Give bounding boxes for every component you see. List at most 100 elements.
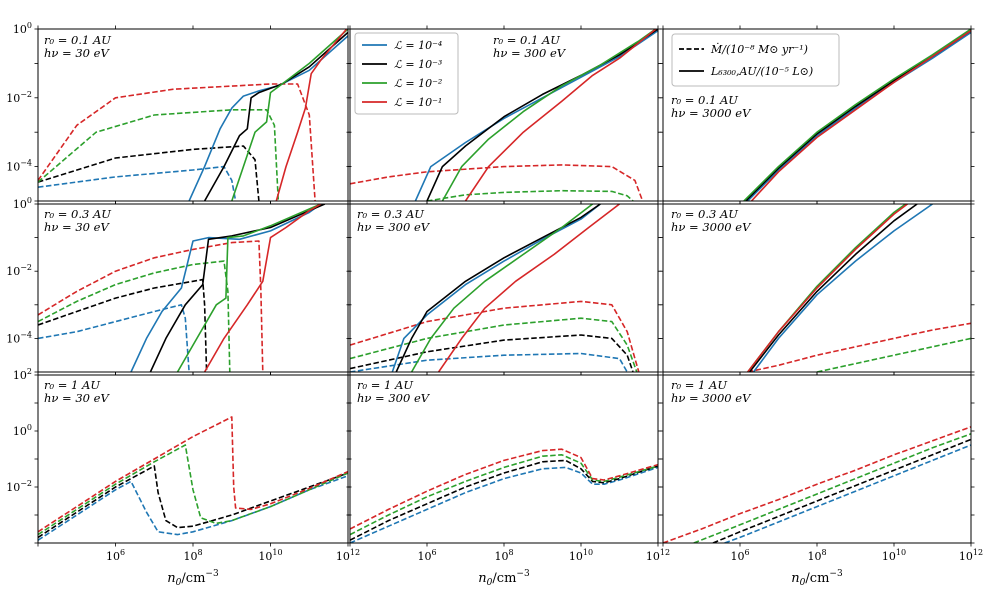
x-axis-title-1: n0/cm−3	[478, 569, 530, 588]
series-line-2-1-2	[350, 454, 658, 536]
x-tick-label-0-10: 1010	[258, 548, 282, 563]
series-line-1-2-5	[747, 204, 908, 372]
series-line-1-1-1	[350, 334, 634, 372]
series-line-2-1-1	[350, 459, 658, 541]
panel-2-0-series	[38, 416, 348, 541]
series-line-1-1-2	[350, 317, 638, 372]
panel-r0-label-1-1: r₀ = 0.3 AU	[357, 207, 424, 221]
legend-styles-box	[671, 33, 840, 87]
legend-styles: Ṁ/(10⁻⁸ M⊙ yr⁻¹) L₆₃₀₀,AU/(10⁻⁵ L⊙)	[671, 33, 840, 87]
series-line-0-0-4	[188, 35, 348, 201]
series-line-0-2-3	[750, 30, 971, 201]
panel-r0-label-2-1: r₀ = 1 AU	[357, 378, 413, 392]
panel-0-0-series	[38, 29, 348, 201]
panel-hnu-label-0-2: hν = 3000 eV	[671, 106, 752, 120]
legend-colors-label-1: ℒ = 10⁻³	[394, 58, 442, 71]
series-line-2-2-0	[724, 444, 971, 543]
series-line-2-0-3	[38, 416, 348, 533]
series-line-2-1-3	[350, 448, 658, 530]
x-tick-label-2-12: 1012	[959, 548, 983, 563]
x-tick-label-1-10: 1010	[569, 548, 593, 563]
x-tick-label-1-8: 108	[494, 548, 513, 563]
series-line-1-1-5	[395, 204, 601, 372]
panel-1-1-series	[350, 204, 640, 372]
x-axis-title-2: n0/cm−3	[791, 569, 843, 588]
series-line-0-0-7	[275, 29, 348, 201]
series-line-0-1-4	[441, 29, 657, 201]
panel-hnu-label-2-1: hν = 300 eV	[357, 391, 431, 405]
series-line-1-0-3	[38, 240, 264, 372]
panel-2-2-series	[663, 426, 971, 543]
series-line-2-0-1	[38, 465, 348, 539]
series-line-2-1-0	[350, 466, 658, 543]
series-line-1-0-5	[149, 204, 326, 372]
panel-r0-label-1-2: r₀ = 0.3 AU	[671, 207, 738, 221]
series-line-0-2-2	[743, 29, 971, 201]
legend-styles-label-1: L₆₃₀₀,AU/(10⁻⁵ L⊙)	[710, 65, 813, 78]
panel-hnu-label-2-0: hν = 30 eV	[44, 391, 110, 405]
legend-styles-label-0: Ṁ/(10⁻⁸ M⊙ yr⁻¹)	[710, 42, 808, 56]
panel-2-1-series	[350, 448, 658, 543]
panel-1-0-series	[38, 204, 326, 372]
series-line-0-2-0	[747, 31, 971, 201]
legend-colors-label-2: ℒ = 10⁻²	[394, 77, 442, 90]
series-line-1-1-0	[350, 352, 628, 372]
panel-0-2-series	[743, 29, 971, 201]
series-line-1-0-1	[38, 278, 208, 372]
x-tick-label-2-8: 108	[807, 548, 826, 563]
panel-hnu-label-1-2: hν = 3000 eV	[671, 220, 752, 234]
legend-colors-box	[354, 32, 459, 115]
panel-r0-label-2-0: r₀ = 1 AU	[44, 378, 100, 392]
legend-colors-label-0: ℒ = 10⁻⁴	[394, 39, 442, 52]
panel-hnu-label-0-1: hν = 300 eV	[493, 46, 567, 60]
y-tick-label-2-0: 100	[13, 423, 32, 438]
series-line-1-0-0	[38, 304, 190, 372]
series-line-0-1-0	[426, 189, 634, 201]
panel-r0-label-2-2: r₀ = 1 AU	[671, 378, 727, 392]
series-line-0-0-0	[38, 165, 237, 201]
series-line-1-2-3	[748, 204, 918, 372]
legend-colors: ℒ = 10⁻⁴ ℒ = 10⁻³ ℒ = 10⁻² ℒ = 10⁻¹	[354, 32, 459, 115]
series-line-0-1-2	[414, 30, 658, 201]
series-line-0-0-5	[203, 31, 348, 201]
y-tick-label-0-0: 100	[13, 21, 32, 36]
x-tick-label-0-8: 108	[183, 548, 202, 563]
series-line-0-1-3	[426, 29, 658, 201]
series-layer	[38, 29, 971, 543]
series-line-0-0-2	[38, 109, 280, 201]
series-line-2-2-1	[712, 438, 971, 543]
series-line-1-2-1	[747, 322, 971, 372]
series-line-0-1-1	[350, 164, 644, 201]
y-tick-label-1--4: 10−4	[6, 330, 32, 345]
series-line-2-2-2	[693, 433, 971, 543]
x-tick-label-0-6: 106	[106, 548, 125, 563]
series-line-1-0-4	[130, 204, 322, 372]
y-tick-label-1-0: 100	[13, 196, 32, 211]
panel-hnu-label-0-0: hν = 30 eV	[44, 46, 110, 60]
y-tick-label-0--2: 10−2	[6, 90, 32, 105]
series-line-1-2-2	[752, 204, 933, 372]
y-tick-label-2--2: 10−2	[6, 479, 32, 494]
frames-layer	[37, 28, 972, 544]
y-tick-label-0--4: 10−4	[6, 159, 32, 174]
panel-hnu-label-1-1: hν = 300 eV	[357, 220, 431, 234]
series-line-1-0-7	[203, 204, 322, 372]
series-line-2-2-3	[663, 426, 971, 543]
x-tick-label-0-12: 1012	[336, 548, 360, 563]
x-tick-label-2-10: 1010	[882, 548, 906, 563]
panel-r0-label-0-1: r₀ = 0.1 AU	[493, 33, 560, 47]
panel-r0-label-1-0: r₀ = 0.3 AU	[44, 207, 111, 221]
series-line-1-1-7	[437, 204, 620, 372]
panel-r0-label-0-2: r₀ = 0.1 AU	[671, 93, 738, 107]
x-axis-title-0: n0/cm−3	[167, 569, 219, 588]
panel-hnu-label-1-0: hν = 30 eV	[44, 220, 110, 234]
ticks-layer: 106 108 1010 1012 106 108 1010 1012 106 108 1010 10…	[6, 21, 983, 563]
series-line-1-0-2	[38, 260, 231, 372]
annotation-layer: n0/cm−3 n0/cm−3 n0/cm−3 r₀ = 0.1 AU hν = 30 …	[44, 32, 843, 588]
y-tick-label-1--2: 10−2	[6, 263, 32, 278]
series-line-2-0-0	[38, 475, 348, 541]
series-line-0-0-1	[38, 145, 260, 201]
x-tick-label-1-6: 106	[417, 548, 436, 563]
series-line-1-1-6	[410, 204, 594, 372]
